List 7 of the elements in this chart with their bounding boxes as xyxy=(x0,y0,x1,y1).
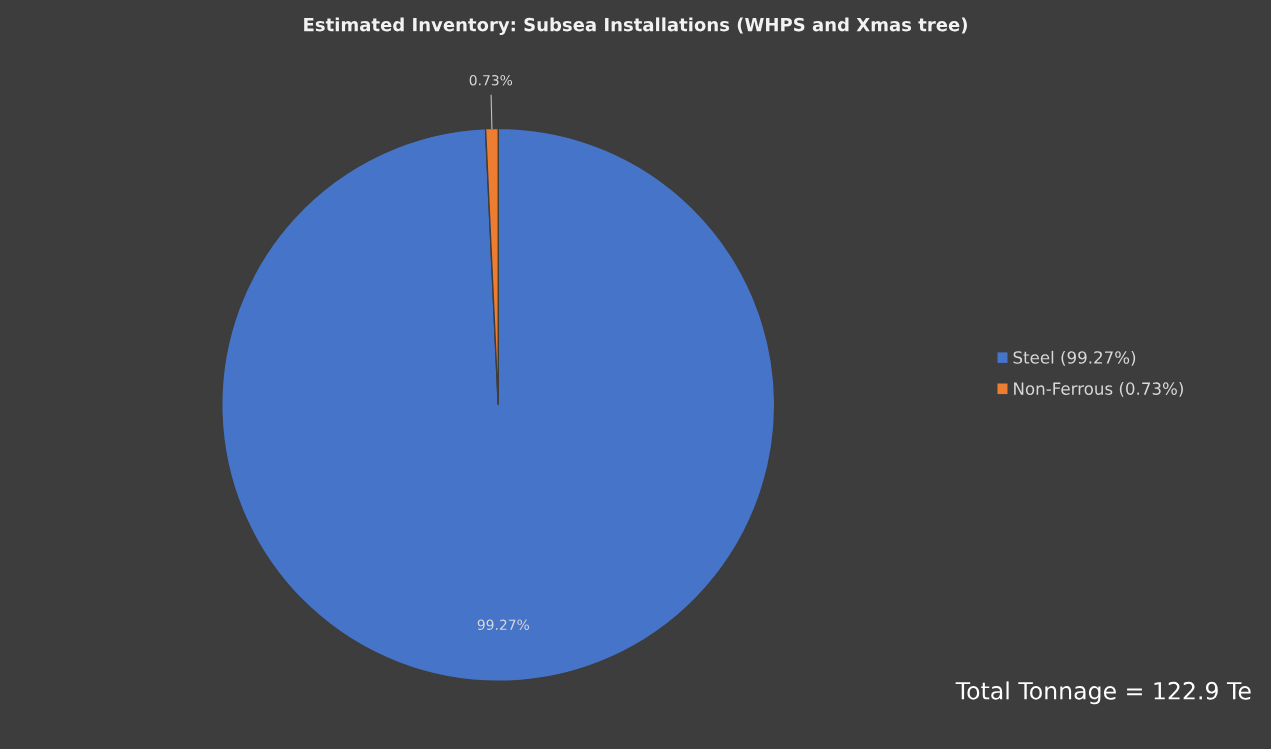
data-label: 99.27% xyxy=(477,619,530,630)
data-label: 0.73% xyxy=(469,74,513,86)
legend-label: Steel (99.27%) xyxy=(1013,350,1136,366)
pie-slice xyxy=(221,127,776,682)
text: Total Tonnage = 122.9 Te xyxy=(955,681,1251,705)
chart-title: Estimated Inventory: Subsea Installations (WHPS and Xmas tree) xyxy=(304,17,967,36)
legend-label: Non-Ferrous (0.73%) xyxy=(1014,382,1183,397)
